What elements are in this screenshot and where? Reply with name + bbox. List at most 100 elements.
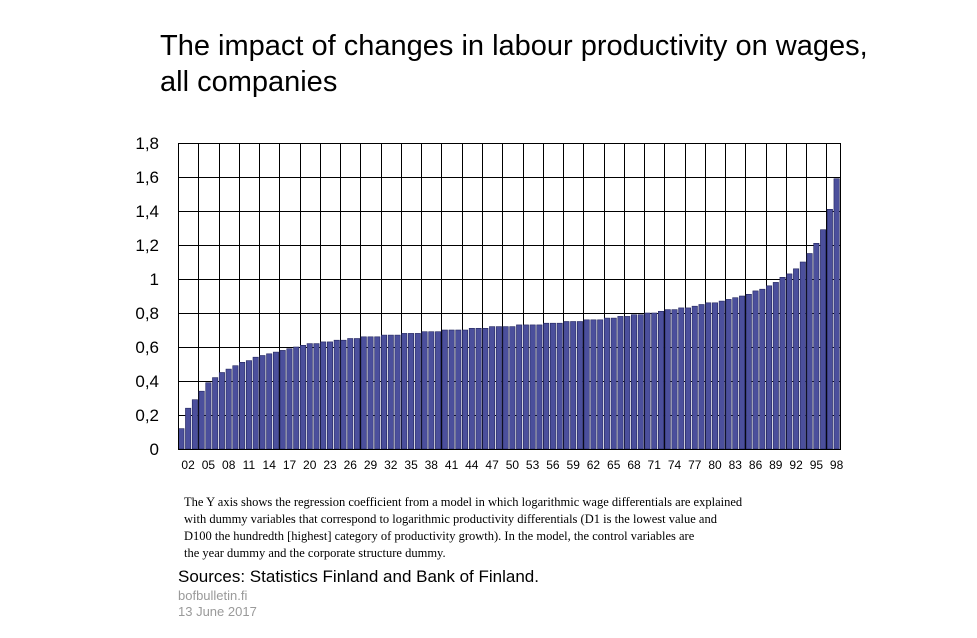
x-tick-label: 20 xyxy=(303,458,317,472)
x-tick-label: 80 xyxy=(708,458,722,472)
y-tick-label: 1,8 xyxy=(135,134,159,153)
bar-39 xyxy=(435,331,442,450)
bar-04 xyxy=(198,390,205,450)
x-tick-label: 35 xyxy=(404,458,418,472)
sources-text: Sources: Statistics Finland and Bank of … xyxy=(178,567,539,586)
chart-bars xyxy=(178,178,840,450)
chart-title: The impact of changes in labour producti… xyxy=(160,28,960,100)
bar-86 xyxy=(752,290,759,450)
x-tick-label: 08 xyxy=(222,458,236,472)
bar-54 xyxy=(536,324,543,450)
bar-59 xyxy=(570,321,577,450)
x-tick-label: 38 xyxy=(425,458,439,472)
bar-58 xyxy=(563,321,570,450)
note-line-2: with dummy variables that correspond to … xyxy=(184,512,717,526)
bar-85 xyxy=(745,293,752,450)
bar-76 xyxy=(685,307,691,450)
bar-27 xyxy=(354,338,360,450)
bar-13 xyxy=(259,355,266,450)
bar-55 xyxy=(543,322,550,450)
bar-38 xyxy=(428,331,435,450)
bar-28 xyxy=(360,336,367,450)
bar-22 xyxy=(320,341,327,450)
bar-14 xyxy=(266,353,273,450)
x-tick-label: 89 xyxy=(769,458,783,472)
bar-98 xyxy=(833,178,840,450)
bar-46 xyxy=(482,327,489,450)
bar-37 xyxy=(421,331,428,450)
bar-12 xyxy=(252,356,259,450)
bar-66 xyxy=(617,316,624,450)
x-tick-label: 44 xyxy=(465,458,479,472)
x-tick-label: 02 xyxy=(181,458,195,472)
bar-18 xyxy=(293,346,300,450)
bar-36 xyxy=(414,333,421,450)
bar-01 xyxy=(178,428,185,450)
bar-95 xyxy=(813,243,820,450)
bar-49 xyxy=(502,326,509,450)
x-tick-label: 62 xyxy=(587,458,601,472)
bar-69 xyxy=(637,314,644,450)
bar-75 xyxy=(678,307,685,450)
bar-57 xyxy=(556,322,563,450)
x-tick-label: 74 xyxy=(668,458,682,472)
bar-43 xyxy=(462,329,469,450)
bar-23 xyxy=(327,341,333,450)
bar-65 xyxy=(610,317,617,450)
bar-61 xyxy=(583,319,590,450)
x-tick-label: 29 xyxy=(364,458,378,472)
x-tick-label: 95 xyxy=(810,458,824,472)
bar-74 xyxy=(671,309,678,450)
bar-30 xyxy=(374,336,381,450)
bar-47 xyxy=(489,326,496,450)
bar-84 xyxy=(739,295,746,450)
x-tick-label: 98 xyxy=(830,458,844,472)
bar-41 xyxy=(448,329,455,450)
note-line-1: The Y axis shows the regression coeffici… xyxy=(184,495,743,509)
y-tick-label: 0,8 xyxy=(135,304,159,323)
bar-68 xyxy=(630,314,637,450)
chart-note: The Y axis shows the regression coeffici… xyxy=(184,494,844,562)
x-tick-label: 11 xyxy=(243,458,256,472)
bar-16 xyxy=(279,350,286,450)
x-tick-label: 65 xyxy=(607,458,621,472)
bar-09 xyxy=(232,365,239,450)
x-tick-label: 56 xyxy=(546,458,560,472)
bar-60 xyxy=(576,321,583,450)
bar-62 xyxy=(590,319,597,450)
bar-02 xyxy=(185,407,192,450)
bar-91 xyxy=(786,273,793,450)
bar-15 xyxy=(272,351,279,450)
x-tick-label: 23 xyxy=(323,458,337,472)
bar-17 xyxy=(286,348,293,450)
bar-88 xyxy=(766,285,773,450)
x-tick-label: 59 xyxy=(567,458,581,472)
note-line-3: D100 the hundredth [highest] category of… xyxy=(184,529,695,543)
y-tick-label: 1 xyxy=(150,270,159,289)
x-tick-label: 32 xyxy=(384,458,398,472)
y-tick-label: 0,6 xyxy=(135,338,159,357)
bar-82 xyxy=(725,299,732,450)
bar-81 xyxy=(718,300,725,450)
bar-67 xyxy=(624,316,631,450)
bar-50 xyxy=(509,326,516,450)
y-tick-label: 0 xyxy=(150,440,159,459)
x-tick-label: 50 xyxy=(506,458,520,472)
y-tick-label: 0,4 xyxy=(135,372,159,391)
x-tick-label: 71 xyxy=(648,458,662,472)
bar-48 xyxy=(495,326,502,450)
x-tick-label: 92 xyxy=(789,458,803,472)
bar-05 xyxy=(205,382,212,450)
bar-51 xyxy=(516,324,523,450)
bar-80 xyxy=(712,302,719,450)
bar-96 xyxy=(820,229,827,450)
bar-29 xyxy=(367,336,374,450)
x-tick-label: 14 xyxy=(263,458,277,472)
bar-64 xyxy=(603,317,610,450)
bar-45 xyxy=(475,327,482,450)
bar-87 xyxy=(759,288,766,450)
bar-03 xyxy=(191,399,198,450)
site-link[interactable]: bofbulletin.fi xyxy=(178,588,248,603)
bar-26 xyxy=(347,338,354,450)
